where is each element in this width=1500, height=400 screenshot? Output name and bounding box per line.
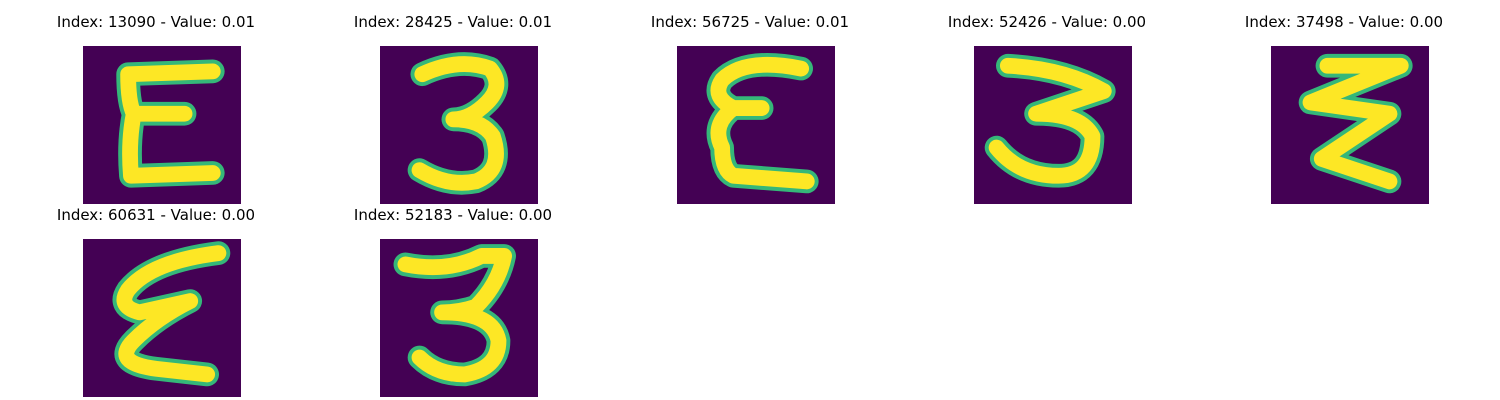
glyph-image (83, 46, 241, 204)
panel-title: Index: 52426 - Value: 0.00 (947, 13, 1147, 31)
panel-title: Index: 52183 - Value: 0.00 (353, 206, 553, 224)
glyph-image (1271, 46, 1429, 204)
panel-title: Index: 60631 - Value: 0.00 (56, 206, 256, 224)
glyph-image (83, 239, 241, 397)
panel-2: Index: 28425 - Value: 0.01 (303, 11, 603, 204)
panel-4: Index: 52426 - Value: 0.00 (897, 11, 1197, 204)
glyph-image (380, 46, 538, 204)
panel-3: Index: 56725 - Value: 0.01 (600, 11, 900, 204)
panel-title: Index: 37498 - Value: 0.00 (1244, 13, 1444, 31)
glyph-image (677, 46, 835, 204)
panel-6: Index: 60631 - Value: 0.00 (6, 204, 306, 397)
panel-5: Index: 37498 - Value: 0.00 (1194, 11, 1494, 204)
glyph-image (380, 239, 538, 397)
panel-7: Index: 52183 - Value: 0.00 (303, 204, 603, 397)
glyph-image (974, 46, 1132, 204)
panel-title: Index: 28425 - Value: 0.01 (353, 13, 553, 31)
panel-title: Index: 13090 - Value: 0.01 (56, 13, 256, 31)
panel-title: Index: 56725 - Value: 0.01 (650, 13, 850, 31)
panel-1: Index: 13090 - Value: 0.01 (6, 11, 306, 204)
